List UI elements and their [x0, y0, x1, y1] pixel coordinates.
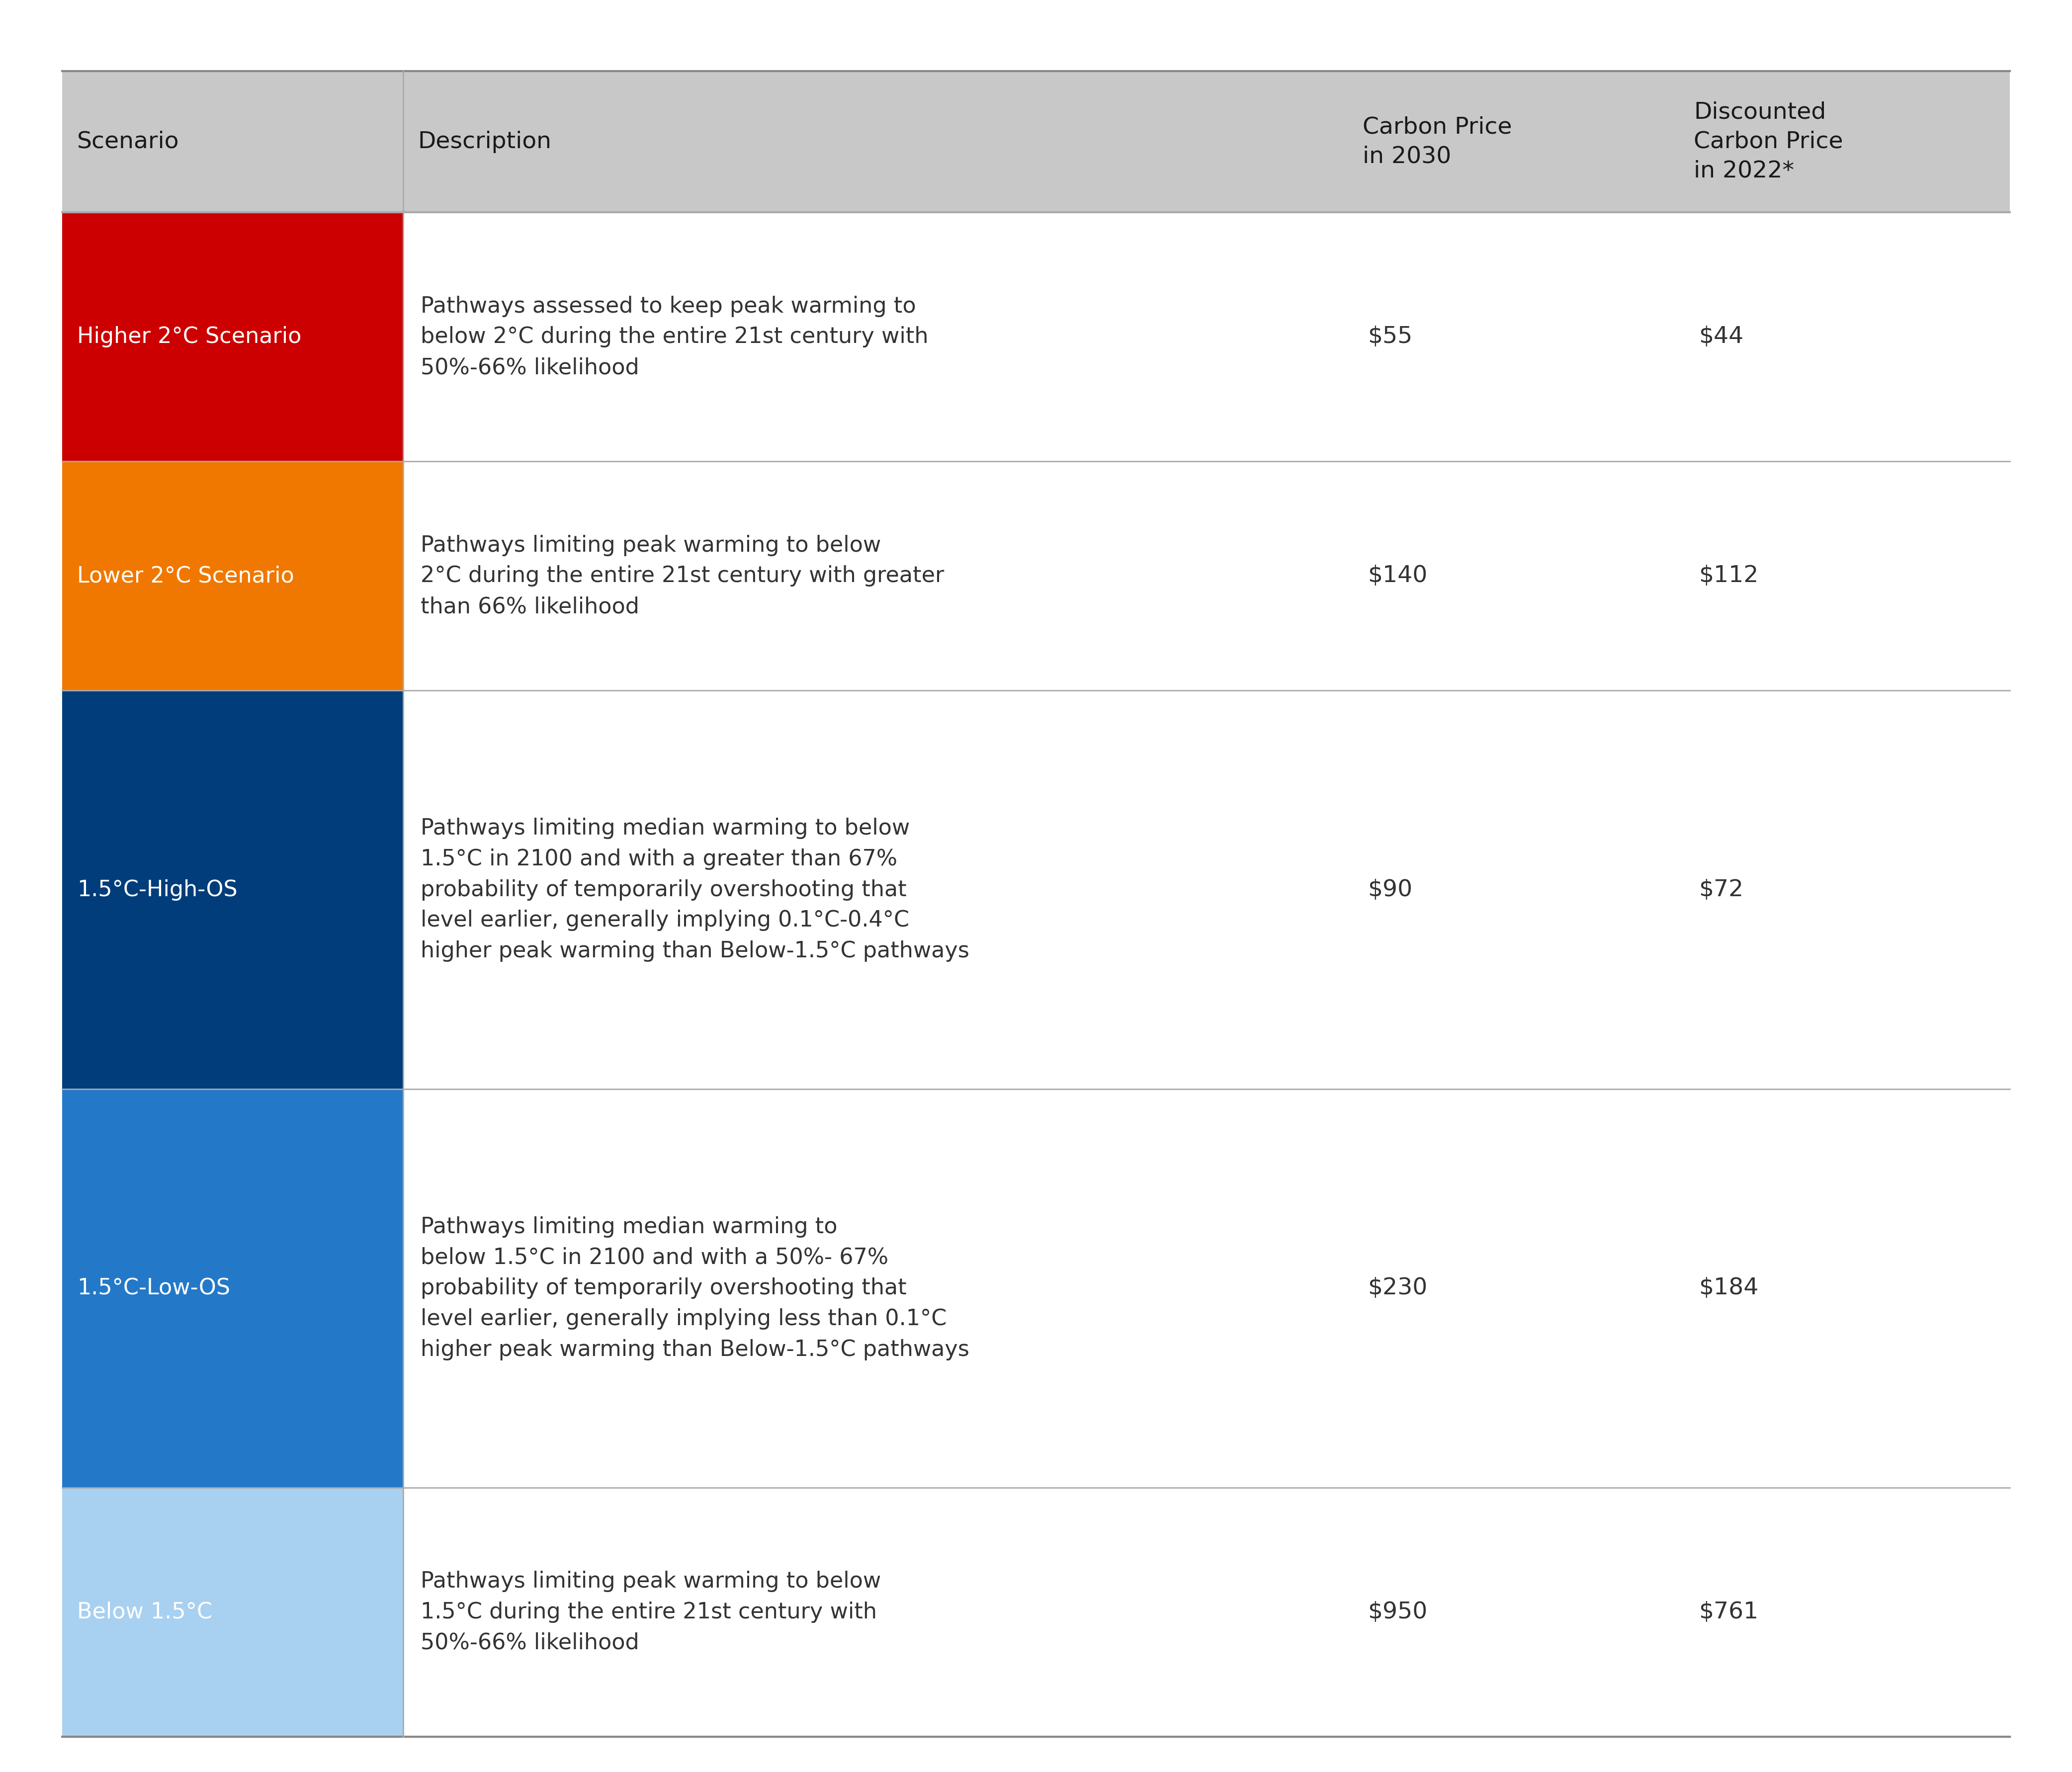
Text: $55: $55	[1368, 326, 1413, 347]
Bar	[1347, 691, 1678, 1090]
Bar	[402, 1090, 1347, 1487]
Text: $230: $230	[1368, 1278, 1428, 1299]
Bar	[1678, 71, 2010, 213]
Text: $184: $184	[1699, 1278, 1759, 1299]
Bar	[1347, 213, 1678, 461]
Bar	[1678, 1090, 2010, 1487]
Bar	[62, 71, 402, 213]
Text: $90: $90	[1368, 879, 1413, 900]
Text: Pathways limiting peak warming to below
2°C during the entire 21st century with : Pathways limiting peak warming to below …	[421, 535, 945, 617]
Bar	[1678, 1487, 2010, 1737]
Text: Lower 2°C Scenario: Lower 2°C Scenario	[77, 565, 294, 587]
Text: Pathways limiting median warming to
below 1.5°C in 2100 and with a 50%- 67%
prob: Pathways limiting median warming to belo…	[421, 1216, 970, 1361]
Bar	[402, 71, 1347, 213]
Bar	[1347, 1487, 1678, 1737]
Text: Pathways assessed to keep peak warming to
below 2°C during the entire 21st centu: Pathways assessed to keep peak warming t…	[421, 296, 928, 379]
Bar	[1678, 213, 2010, 461]
Text: $950: $950	[1368, 1600, 1428, 1623]
Text: Description: Description	[419, 131, 551, 152]
Text: $112: $112	[1699, 565, 1759, 587]
Bar	[62, 461, 402, 691]
Text: $761: $761	[1699, 1600, 1759, 1623]
Text: $44: $44	[1699, 326, 1743, 347]
Bar	[62, 691, 402, 1090]
Bar	[1678, 691, 2010, 1090]
Text: 1.5°C-High-OS: 1.5°C-High-OS	[77, 879, 238, 900]
Text: Higher 2°C Scenario: Higher 2°C Scenario	[77, 326, 300, 347]
Bar	[62, 213, 402, 461]
Text: $140: $140	[1368, 565, 1428, 587]
Bar	[402, 213, 1347, 461]
Bar	[1347, 461, 1678, 691]
Bar	[1347, 71, 1678, 213]
Bar	[1347, 1090, 1678, 1487]
Bar	[402, 461, 1347, 691]
Bar	[402, 691, 1347, 1090]
Bar	[1678, 461, 2010, 691]
Text: Discounted
Carbon Price
in 2022*: Discounted Carbon Price in 2022*	[1693, 101, 1842, 183]
Bar	[62, 1090, 402, 1487]
Text: Pathways limiting median warming to below
1.5°C in 2100 and with a greater than : Pathways limiting median warming to belo…	[421, 819, 970, 962]
Text: Carbon Price
in 2030: Carbon Price in 2030	[1363, 115, 1513, 168]
Bar	[62, 1487, 402, 1737]
Text: Below 1.5°C: Below 1.5°C	[77, 1602, 211, 1623]
Text: Scenario: Scenario	[77, 131, 180, 152]
Text: $72: $72	[1699, 879, 1743, 900]
Text: 1.5°C-Low-OS: 1.5°C-Low-OS	[77, 1278, 230, 1299]
Bar	[402, 1487, 1347, 1737]
Text: Pathways limiting peak warming to below
1.5°C during the entire 21st century wit: Pathways limiting peak warming to below …	[421, 1570, 881, 1653]
